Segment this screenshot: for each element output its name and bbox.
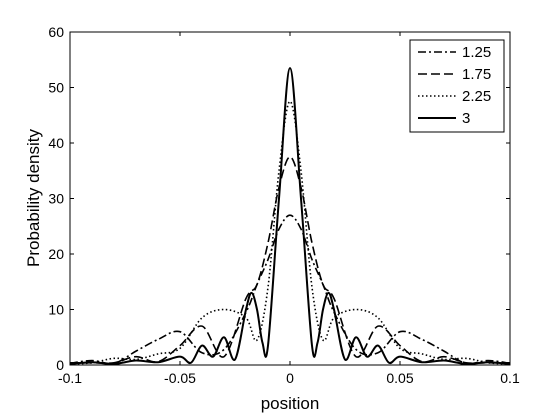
- x-tick-label: -0.1: [58, 370, 82, 386]
- y-tick-label: 30: [48, 191, 64, 207]
- y-tick-label: 0: [56, 357, 64, 373]
- legend-label: 2.25: [462, 88, 491, 105]
- x-tick-label: -0.05: [164, 370, 196, 386]
- legend-label: 1.75: [462, 66, 491, 83]
- series-line-4: [69, 67, 511, 365]
- x-tick-label: 0: [286, 370, 294, 386]
- series-line-1: [69, 214, 511, 365]
- legend-label: 3: [462, 110, 470, 127]
- legend-label: 1.25: [462, 44, 491, 61]
- legend: 1.25 1.75 2.25 3: [409, 39, 505, 133]
- legend-box: [409, 39, 505, 133]
- series-layer: [69, 67, 511, 365]
- y-tick-label: 50: [48, 80, 64, 96]
- x-tick-label: 0.05: [386, 370, 413, 386]
- x-tick-label: 0.1: [500, 370, 520, 386]
- x-axis-label: position: [261, 394, 320, 413]
- y-tick-label: 20: [48, 246, 64, 262]
- y-tick-label: 40: [48, 135, 64, 151]
- y-tick-label: 60: [48, 24, 64, 40]
- ticks-layer: -0.1 -0.05 0 0.05 0.1 0 10 20 30 40 50 60: [48, 24, 520, 386]
- y-axis-label: Probability density: [24, 129, 43, 267]
- y-tick-label: 10: [48, 302, 64, 318]
